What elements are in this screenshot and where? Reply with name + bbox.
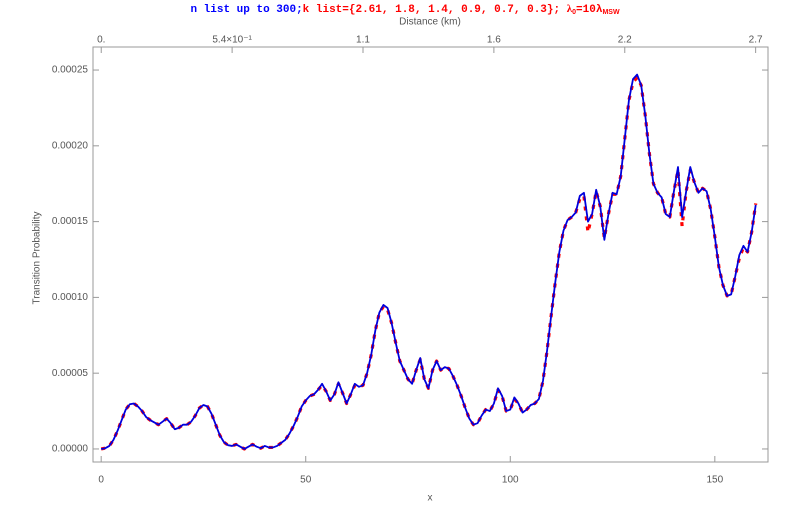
- x-axis-label: x: [428, 493, 433, 504]
- title-part: MSW: [602, 9, 620, 16]
- y-tick-label: 0.00015: [52, 216, 89, 227]
- title-part: n list up to 300;: [190, 4, 302, 16]
- top-tick-label: 1.6: [487, 35, 501, 46]
- plot-frame: [92, 46, 769, 463]
- y-tick-label: 0.00020: [52, 140, 89, 151]
- top-tick-label: 5.4×10⁻¹: [212, 35, 252, 46]
- x-tick-label: 50: [300, 475, 312, 486]
- title-part: =10λ: [576, 4, 603, 16]
- y-tick-label: 0.00025: [52, 65, 89, 76]
- x-tick-label: 100: [502, 475, 519, 486]
- chart-title: n list up to 300;k list={2.61, 1.8, 1.4,…: [190, 3, 619, 17]
- title-part: k list={2.61, 1.8, 1.4, 0.9, 0.7, 0.3};: [303, 4, 567, 16]
- title-part: λ: [567, 3, 573, 15]
- data-line: [100, 76, 758, 451]
- y-tick-label: 0.00005: [52, 368, 89, 379]
- top-tick-label: 1.1: [356, 35, 370, 46]
- title-part: 0: [572, 9, 576, 16]
- top-tick-label: 2.2: [618, 35, 632, 46]
- data-line: [101, 73, 757, 450]
- top-tick-label: 0.: [97, 35, 105, 46]
- x-tick-label: 150: [706, 475, 723, 486]
- x-tick-label: 0: [98, 475, 104, 486]
- y-tick-label: 0.00010: [52, 292, 89, 303]
- top-axis-label: Distance (km): [399, 17, 461, 28]
- y-axis-label: Transition Probability: [32, 211, 43, 304]
- top-tick-label: 2.7: [749, 35, 763, 46]
- y-tick-label: 0.00000: [52, 444, 89, 455]
